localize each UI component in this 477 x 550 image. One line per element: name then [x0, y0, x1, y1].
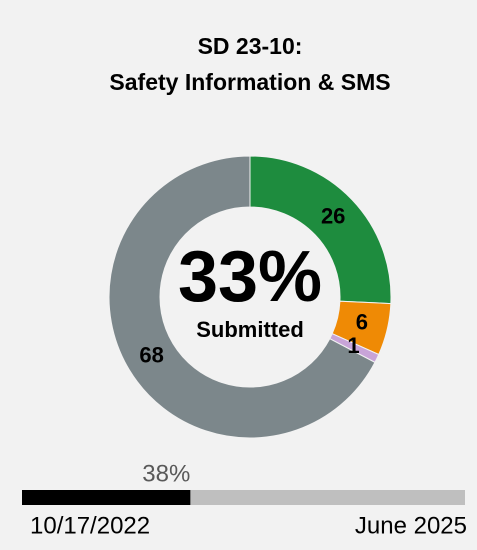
chart-title: Safety Information & SMS [109, 69, 390, 95]
progress-start: 10/17/2022 [30, 512, 150, 539]
center-caption: Submitted [196, 317, 304, 342]
data-label: 26 [321, 203, 345, 228]
donut-segment [108, 155, 376, 439]
donut-segment [249, 155, 392, 305]
progress-fill [22, 490, 191, 505]
progress-end: June 2025 [355, 512, 467, 539]
data-label: 68 [139, 342, 163, 367]
data-label: 1 [347, 333, 359, 358]
progress-label: 38% [142, 460, 190, 487]
center-value: 33% [178, 237, 322, 317]
chart-title: SD 23-10: [198, 33, 303, 59]
data-label: 6 [356, 309, 368, 334]
